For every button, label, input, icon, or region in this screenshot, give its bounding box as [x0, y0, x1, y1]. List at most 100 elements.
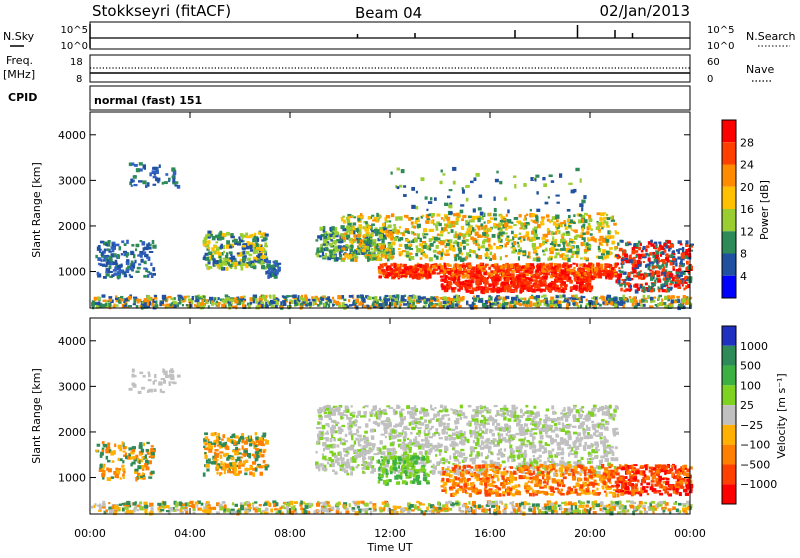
power-cell	[453, 213, 457, 216]
power-cell	[203, 255, 205, 259]
power-cell	[484, 221, 486, 223]
power-cell	[581, 296, 583, 300]
power-cell	[440, 241, 444, 245]
velocity-cell	[550, 503, 553, 506]
power-cell	[487, 213, 490, 215]
power-cell	[685, 296, 687, 298]
power-cell	[536, 191, 538, 194]
power-cell	[425, 196, 428, 199]
velocity-cell	[147, 453, 149, 455]
power-cell	[589, 218, 593, 222]
power-cell	[427, 267, 430, 270]
power-cell	[490, 270, 493, 272]
power-cell	[282, 300, 286, 303]
power-cell	[357, 218, 360, 222]
power-cell	[468, 265, 472, 268]
velocity-cell	[426, 507, 429, 511]
power-ylabel: Slant Range [km]	[30, 162, 43, 258]
power-cell	[108, 296, 112, 298]
power-cell	[505, 255, 508, 257]
power-cell	[669, 283, 672, 285]
power-cell	[372, 219, 376, 221]
power-cell	[614, 247, 616, 251]
power-cell	[652, 284, 656, 286]
power-cell	[466, 301, 468, 305]
velocity-cell	[184, 509, 188, 511]
power-cell	[688, 248, 691, 251]
power-cell	[200, 305, 204, 309]
power-cell	[398, 268, 402, 272]
power-cell	[559, 295, 563, 299]
power-cell	[448, 277, 451, 281]
velocity-cell	[352, 510, 355, 512]
power-cell	[447, 232, 449, 234]
power-cell	[585, 267, 588, 269]
power-cell	[252, 297, 255, 301]
power-cell	[171, 302, 173, 304]
power-cell	[549, 220, 551, 223]
power-cell	[455, 303, 459, 306]
power-cell	[481, 300, 483, 303]
power-cell	[371, 251, 374, 253]
power-cell	[358, 296, 361, 298]
power-cell	[97, 247, 100, 251]
power-cell	[272, 301, 276, 304]
power-cell	[446, 250, 449, 253]
power-cell	[615, 255, 618, 257]
power-cell	[454, 221, 458, 225]
power-cell	[569, 280, 572, 284]
power-cell	[519, 227, 522, 229]
power-cell	[598, 275, 602, 279]
power-cell	[123, 305, 126, 307]
power-cell	[115, 244, 119, 247]
velocity-cell	[411, 509, 415, 511]
power-cell	[582, 232, 586, 235]
velocity-cell	[369, 501, 372, 504]
power-cell	[631, 278, 633, 280]
power-cell	[198, 297, 201, 299]
power-cell	[629, 259, 633, 263]
power-cell	[449, 211, 453, 214]
power-cell	[117, 275, 121, 278]
power-cell	[168, 178, 170, 181]
power-cell	[579, 203, 583, 207]
power-cell	[560, 285, 562, 288]
power-cell	[338, 257, 342, 259]
power-cell	[498, 246, 502, 249]
power-cell	[575, 278, 577, 282]
power-cell	[243, 296, 246, 298]
power-cell	[685, 240, 688, 244]
power-cell	[385, 295, 389, 297]
power-cell	[262, 255, 266, 259]
power-cbar-tick: 4	[740, 270, 747, 283]
power-cell	[153, 167, 157, 170]
power-cell	[440, 280, 442, 282]
power-cell	[130, 251, 134, 255]
velocity-cell	[517, 508, 521, 511]
power-cell	[195, 295, 199, 297]
velocity-cell	[564, 508, 567, 512]
power-cell	[428, 275, 431, 279]
power-cell	[570, 289, 573, 292]
velocity-cell	[515, 503, 518, 507]
velocity-cell	[541, 511, 545, 514]
power-cell	[374, 296, 377, 300]
power-cell	[536, 295, 540, 298]
power-cell	[569, 239, 573, 241]
power-cell	[477, 264, 479, 268]
power-cell	[588, 245, 591, 248]
power-cell	[159, 164, 161, 168]
power-cell	[571, 229, 573, 231]
power-cell	[152, 273, 156, 276]
power-cell	[382, 223, 385, 226]
power-cell	[452, 247, 455, 251]
power-cell	[472, 216, 476, 220]
power-cell	[393, 302, 396, 306]
power-cell	[552, 236, 554, 240]
velocity-cell	[219, 506, 223, 510]
power-cell	[138, 263, 141, 265]
power-cell	[392, 269, 395, 272]
power-cell	[497, 235, 500, 239]
power-cell	[568, 215, 571, 218]
